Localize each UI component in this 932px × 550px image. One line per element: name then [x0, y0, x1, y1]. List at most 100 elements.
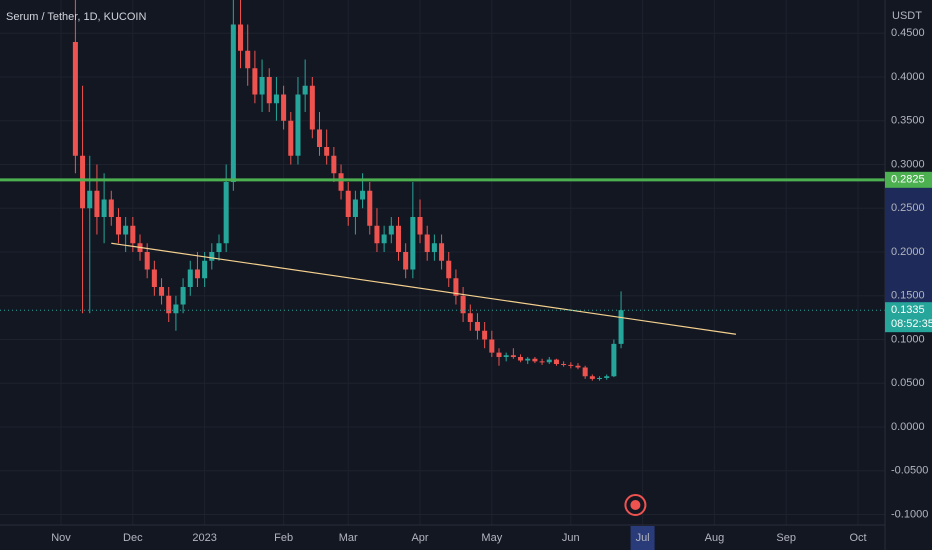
candle-body	[245, 50, 251, 69]
y-tick-label: 0.2500	[891, 202, 925, 214]
candle-body	[288, 120, 294, 156]
candle-body	[345, 190, 351, 217]
x-tick-label: 2023	[192, 532, 216, 544]
candle-body	[360, 190, 366, 200]
candle-body	[338, 173, 344, 191]
candle-body	[281, 94, 287, 121]
candle-body	[518, 357, 524, 361]
x-tick-label: Sep	[776, 532, 796, 544]
trendline	[111, 242, 737, 335]
candle-body	[439, 243, 445, 261]
candle-body	[539, 361, 545, 363]
candle-body	[202, 260, 208, 279]
candle-body	[101, 199, 107, 217]
candle-body	[238, 24, 244, 51]
candle-body	[252, 68, 258, 95]
x-tick-label: Apr	[411, 532, 428, 544]
y-tick-label: 0.3500	[891, 115, 925, 127]
candle-body	[295, 94, 301, 156]
price-range-highlight	[885, 179, 932, 311]
y-tick-label: 0.3000	[891, 158, 925, 170]
candle-body	[87, 190, 93, 209]
x-tick-label: Jul	[636, 532, 650, 544]
candle-body	[424, 234, 430, 252]
x-tick-label: Mar	[339, 532, 358, 544]
candle-body	[223, 182, 229, 244]
horizontal-line-label-bg	[885, 171, 932, 188]
countdown-label: 08:52:35	[891, 318, 932, 330]
y-tick-label: 0.1500	[891, 290, 925, 302]
candle-body	[410, 217, 416, 270]
candle-body	[266, 77, 272, 104]
candle-body	[173, 304, 179, 314]
candle-body	[568, 364, 574, 366]
candle-body	[532, 358, 538, 362]
candle-body	[367, 190, 373, 226]
candle-body	[216, 243, 222, 252]
candle-body	[417, 217, 423, 235]
candle-body	[374, 225, 380, 244]
candle-body	[575, 365, 581, 368]
candle-body	[431, 243, 437, 252]
candle-body	[611, 343, 617, 377]
candle-body	[503, 355, 509, 357]
y-tick-label: -0.1000	[891, 508, 928, 520]
candle-body	[166, 295, 172, 314]
candle-body	[94, 190, 100, 217]
candle-body	[316, 129, 323, 147]
candle-body	[108, 199, 114, 217]
x-tick-label: Feb	[274, 532, 293, 544]
candle-body	[194, 269, 200, 279]
candle-body	[72, 42, 78, 156]
candle-body	[123, 225, 129, 235]
current-date-marker	[630, 526, 655, 550]
y-axis-label: USDT	[892, 10, 922, 22]
candle-body	[180, 287, 186, 305]
chart-title: Serum / Tether, 1D, KUCOIN	[6, 11, 146, 23]
candle-body	[151, 269, 157, 287]
candle-body	[381, 234, 387, 244]
candle-body	[395, 225, 401, 252]
y-tick-label: -0.0500	[891, 465, 928, 477]
event-icon-inner	[630, 500, 641, 510]
y-tick-label: 0.2000	[891, 246, 925, 258]
candle-body	[474, 322, 480, 331]
candle-body	[331, 155, 337, 174]
candle-body	[309, 85, 315, 130]
candle-body	[80, 155, 86, 209]
candle-body	[403, 252, 409, 270]
y-tick-label: 0.4000	[891, 71, 925, 83]
candle-body	[482, 330, 488, 340]
candle-body	[589, 376, 595, 379]
candle-body	[582, 367, 588, 377]
candle-body	[352, 199, 358, 217]
candle-body	[510, 355, 516, 357]
candle-body	[324, 147, 330, 156]
candle-body	[230, 24, 236, 182]
candle-body	[553, 359, 559, 364]
candle-body	[597, 378, 603, 379]
candle-body	[302, 85, 308, 95]
x-tick-label: May	[481, 532, 502, 544]
candle-body	[546, 359, 552, 363]
candle-body	[460, 295, 466, 314]
candle-body	[618, 310, 624, 344]
horizontal-line-label: 0.2825	[891, 174, 925, 186]
candle-body	[259, 77, 265, 95]
candle-body	[467, 313, 473, 322]
x-tick-label: Dec	[123, 532, 143, 544]
candle-body	[144, 252, 150, 270]
candle-body	[130, 225, 136, 244]
candle-body	[187, 269, 193, 287]
candle-body	[496, 352, 502, 357]
y-tick-label: 0.0000	[891, 421, 925, 433]
candle-body	[446, 260, 452, 279]
candle-body	[115, 217, 121, 235]
candle-body	[525, 358, 531, 361]
candle-body	[388, 225, 394, 235]
candle-body	[489, 339, 495, 353]
last-price-label-bg	[885, 302, 932, 333]
y-tick-label: 0.0500	[891, 377, 925, 389]
